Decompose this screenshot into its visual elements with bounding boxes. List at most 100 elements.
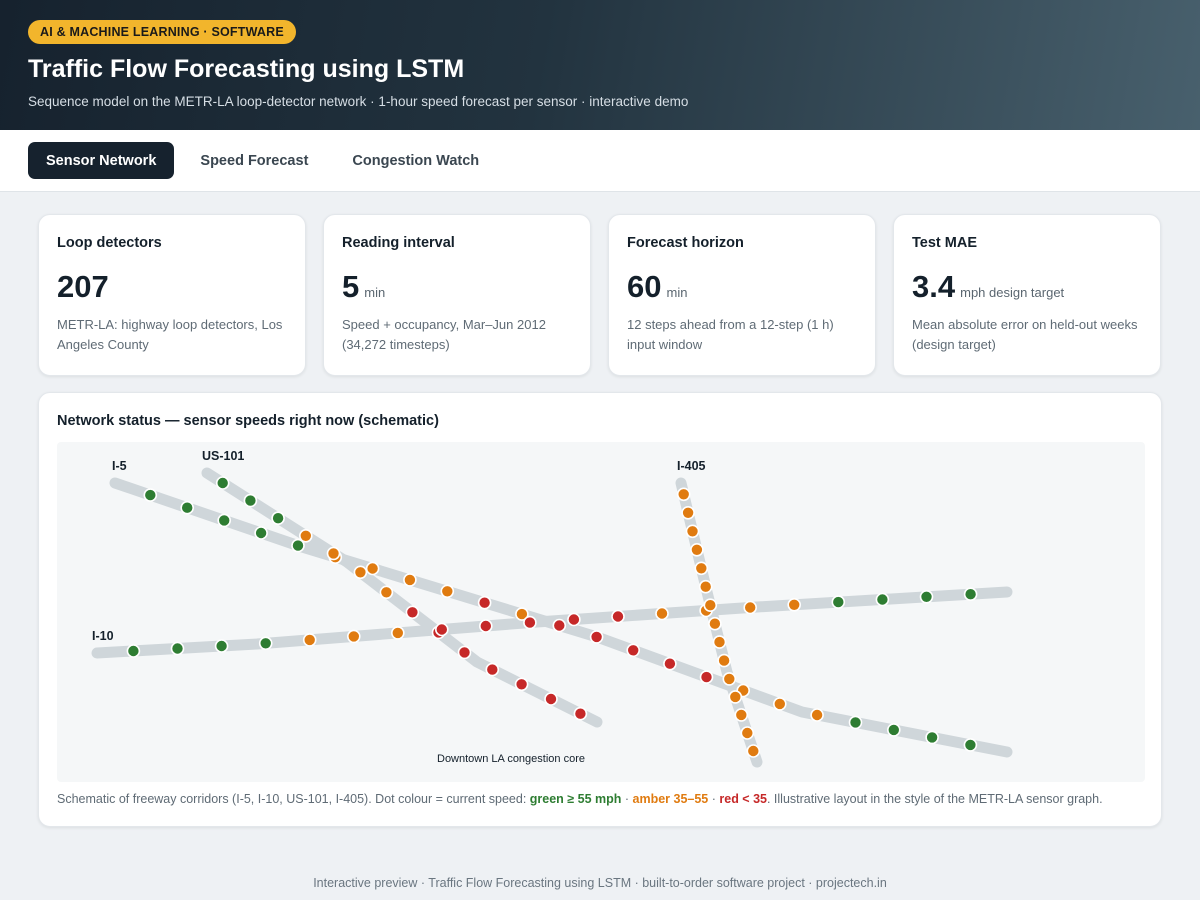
stat-value-row: 60 min [627,269,857,305]
sensor-dot-i-5[interactable] [254,526,268,540]
stat-card-loop-detectors: Loop detectors 207 METR-LA: highway loop… [38,214,306,376]
sensor-dot-us-101[interactable] [573,706,588,721]
sensor-dot-i-5[interactable] [365,561,380,576]
tab-bar: Sensor Network Speed Forecast Congestion… [0,130,1200,192]
stat-unit: min [666,285,688,300]
sensor-dot-us-101[interactable] [405,605,420,620]
sensor-dot-us-101[interactable] [271,511,285,525]
sensor-dot-i-10[interactable] [567,612,581,627]
sensor-dot-i-5[interactable] [963,738,978,752]
sensor-dot-us-101[interactable] [544,692,558,706]
sensor-dot-i-405[interactable] [703,598,718,612]
sensor-dot-i-10[interactable] [611,609,625,624]
legend-amber: amber 35–55 [632,792,709,806]
sensor-dot-i-10[interactable] [170,641,185,656]
sensor-dot-i-10[interactable] [346,629,361,644]
sensor-dot-i-405[interactable] [690,543,704,557]
footer: Interactive preview · Traffic Flow Forec… [313,876,887,890]
caption-suffix: . Illustrative layout in the style of th… [766,792,1103,806]
stat-label: Reading interval [342,235,455,251]
sensor-dot-i-10[interactable] [258,636,273,651]
sensor-dot-i-405[interactable] [717,653,731,668]
sensor-dot-i-10[interactable] [831,595,846,609]
stat-unit: min [364,285,386,300]
sensor-dot-i-10[interactable] [787,598,802,612]
sensor-dot-i-5[interactable] [477,595,492,610]
stat-description: 12 steps ahead from a 12-step (1 h) inpu… [627,317,834,352]
sensor-dot-us-101[interactable] [299,529,313,543]
sensor-dot-i-10[interactable] [875,592,890,607]
sensor-dot-i-10[interactable] [743,600,758,615]
category-badge: AI & MACHINE LEARNING · SOFTWARE [28,20,296,44]
sensor-dot-i-405[interactable] [685,524,700,539]
sensor-dot-i-5[interactable] [552,618,567,633]
sensor-network-map[interactable]: I-5 US-101 I-10 I-405 Downtown LA congestion… [57,442,1145,782]
sensor-dot-us-101[interactable] [215,476,230,490]
sensor-dot-i-5[interactable] [515,607,529,621]
sensor-dot-i-405[interactable] [712,635,727,649]
sensor-dot-i-5[interactable] [440,584,455,599]
sensor-dot-i-10[interactable] [478,619,493,633]
page-subtitle: Sequence model on the METR-LA loop-detec… [28,94,689,109]
sensor-dot-i-10[interactable] [523,615,537,630]
network-svg: I-5 US-101 I-10 I-405 Downtown LA congestion… [91,449,1013,768]
sensor-dot-i-405[interactable] [728,690,743,704]
congestion-core-label: Downtown LA congestion core [437,753,585,765]
sensor-dot-i-5[interactable] [772,697,787,711]
sensor-dot-i-5[interactable] [403,573,417,587]
tab-sensor-network[interactable]: Sensor Network [28,142,175,179]
sensor-dot-i-5[interactable] [291,538,305,553]
tab-congestion-watch[interactable]: Congestion Watch [352,152,480,169]
road-us-101 [201,467,603,728]
sensor-dot-i-5[interactable] [143,488,158,502]
sensor-dot-i-405[interactable] [676,487,691,502]
caption-prefix: Schematic of freeway corridors (I-5, I-1… [57,792,530,806]
sensor-dot-i-10[interactable] [919,590,934,604]
sensor-dot-us-101[interactable] [379,585,394,600]
sensor-dot-i-5[interactable] [699,670,714,684]
sensor-dot-i-405[interactable] [694,561,709,576]
sensor-dot-i-5[interactable] [626,643,641,658]
sensor-dot-i-10[interactable] [214,639,229,653]
legend-green: green ≥ 55 mph [529,792,622,806]
tab-speed-forecast[interactable]: Speed Forecast [200,152,309,169]
sensor-dot-us-101[interactable] [457,645,472,660]
sensor-dot-i-5[interactable] [663,656,677,671]
page-title: Traffic Flow Forecasting using LSTM [28,55,465,83]
sensor-dot-i-10[interactable] [434,622,449,637]
sensor-dot-i-10[interactable] [390,626,405,640]
sensor-dot-i-405[interactable] [698,579,713,594]
stat-description: Mean absolute error on held-out weeks (d… [912,317,1138,352]
sensor-dot-us-101[interactable] [243,493,258,508]
sensor-dot-i-10[interactable] [963,587,978,601]
caption-sep: · [708,792,720,806]
road-i-10 [91,586,1013,659]
sensor-dot-i-5[interactable] [589,630,604,644]
sensor-dot-i-405[interactable] [746,744,761,758]
sensor-dot-i-405[interactable] [740,726,755,740]
sensor-dot-i-5[interactable] [848,715,863,730]
sensor-dot-i-10[interactable] [655,606,669,621]
sensor-dot-i-405[interactable] [734,708,749,722]
sensor-dot-i-5[interactable] [925,730,939,745]
sensor-dot-i-5[interactable] [180,500,194,515]
sensor-dot-i-5[interactable] [217,513,231,528]
stat-description: Speed + occupancy, Mar–Jun 2012 (34,272 … [342,317,546,352]
sensor-dot-i-405[interactable] [722,672,737,686]
stat-value: 60 [627,269,662,304]
corridor-label-us-101: US-101 [202,449,244,463]
sensor-dot-us-101[interactable] [326,546,341,561]
stat-value-row: 5 min [342,269,572,305]
sensor-dot-i-405[interactable] [681,506,695,520]
sensor-dot-i-10[interactable] [126,644,141,658]
sensor-dot-us-101[interactable] [485,662,500,677]
stat-unit: mph design target [960,285,1065,300]
sensor-dot-i-405[interactable] [708,616,722,631]
sensor-dot-us-101[interactable] [353,565,368,580]
stat-label: Loop detectors [57,235,162,251]
sensor-dot-i-5[interactable] [886,723,901,737]
stat-card-forecast-horizon: Forecast horizon 60 min 12 steps ahead fr… [608,214,876,376]
sensor-dot-i-10[interactable] [302,633,317,647]
sensor-dot-us-101[interactable] [514,677,529,692]
sensor-dot-i-5[interactable] [810,708,824,722]
